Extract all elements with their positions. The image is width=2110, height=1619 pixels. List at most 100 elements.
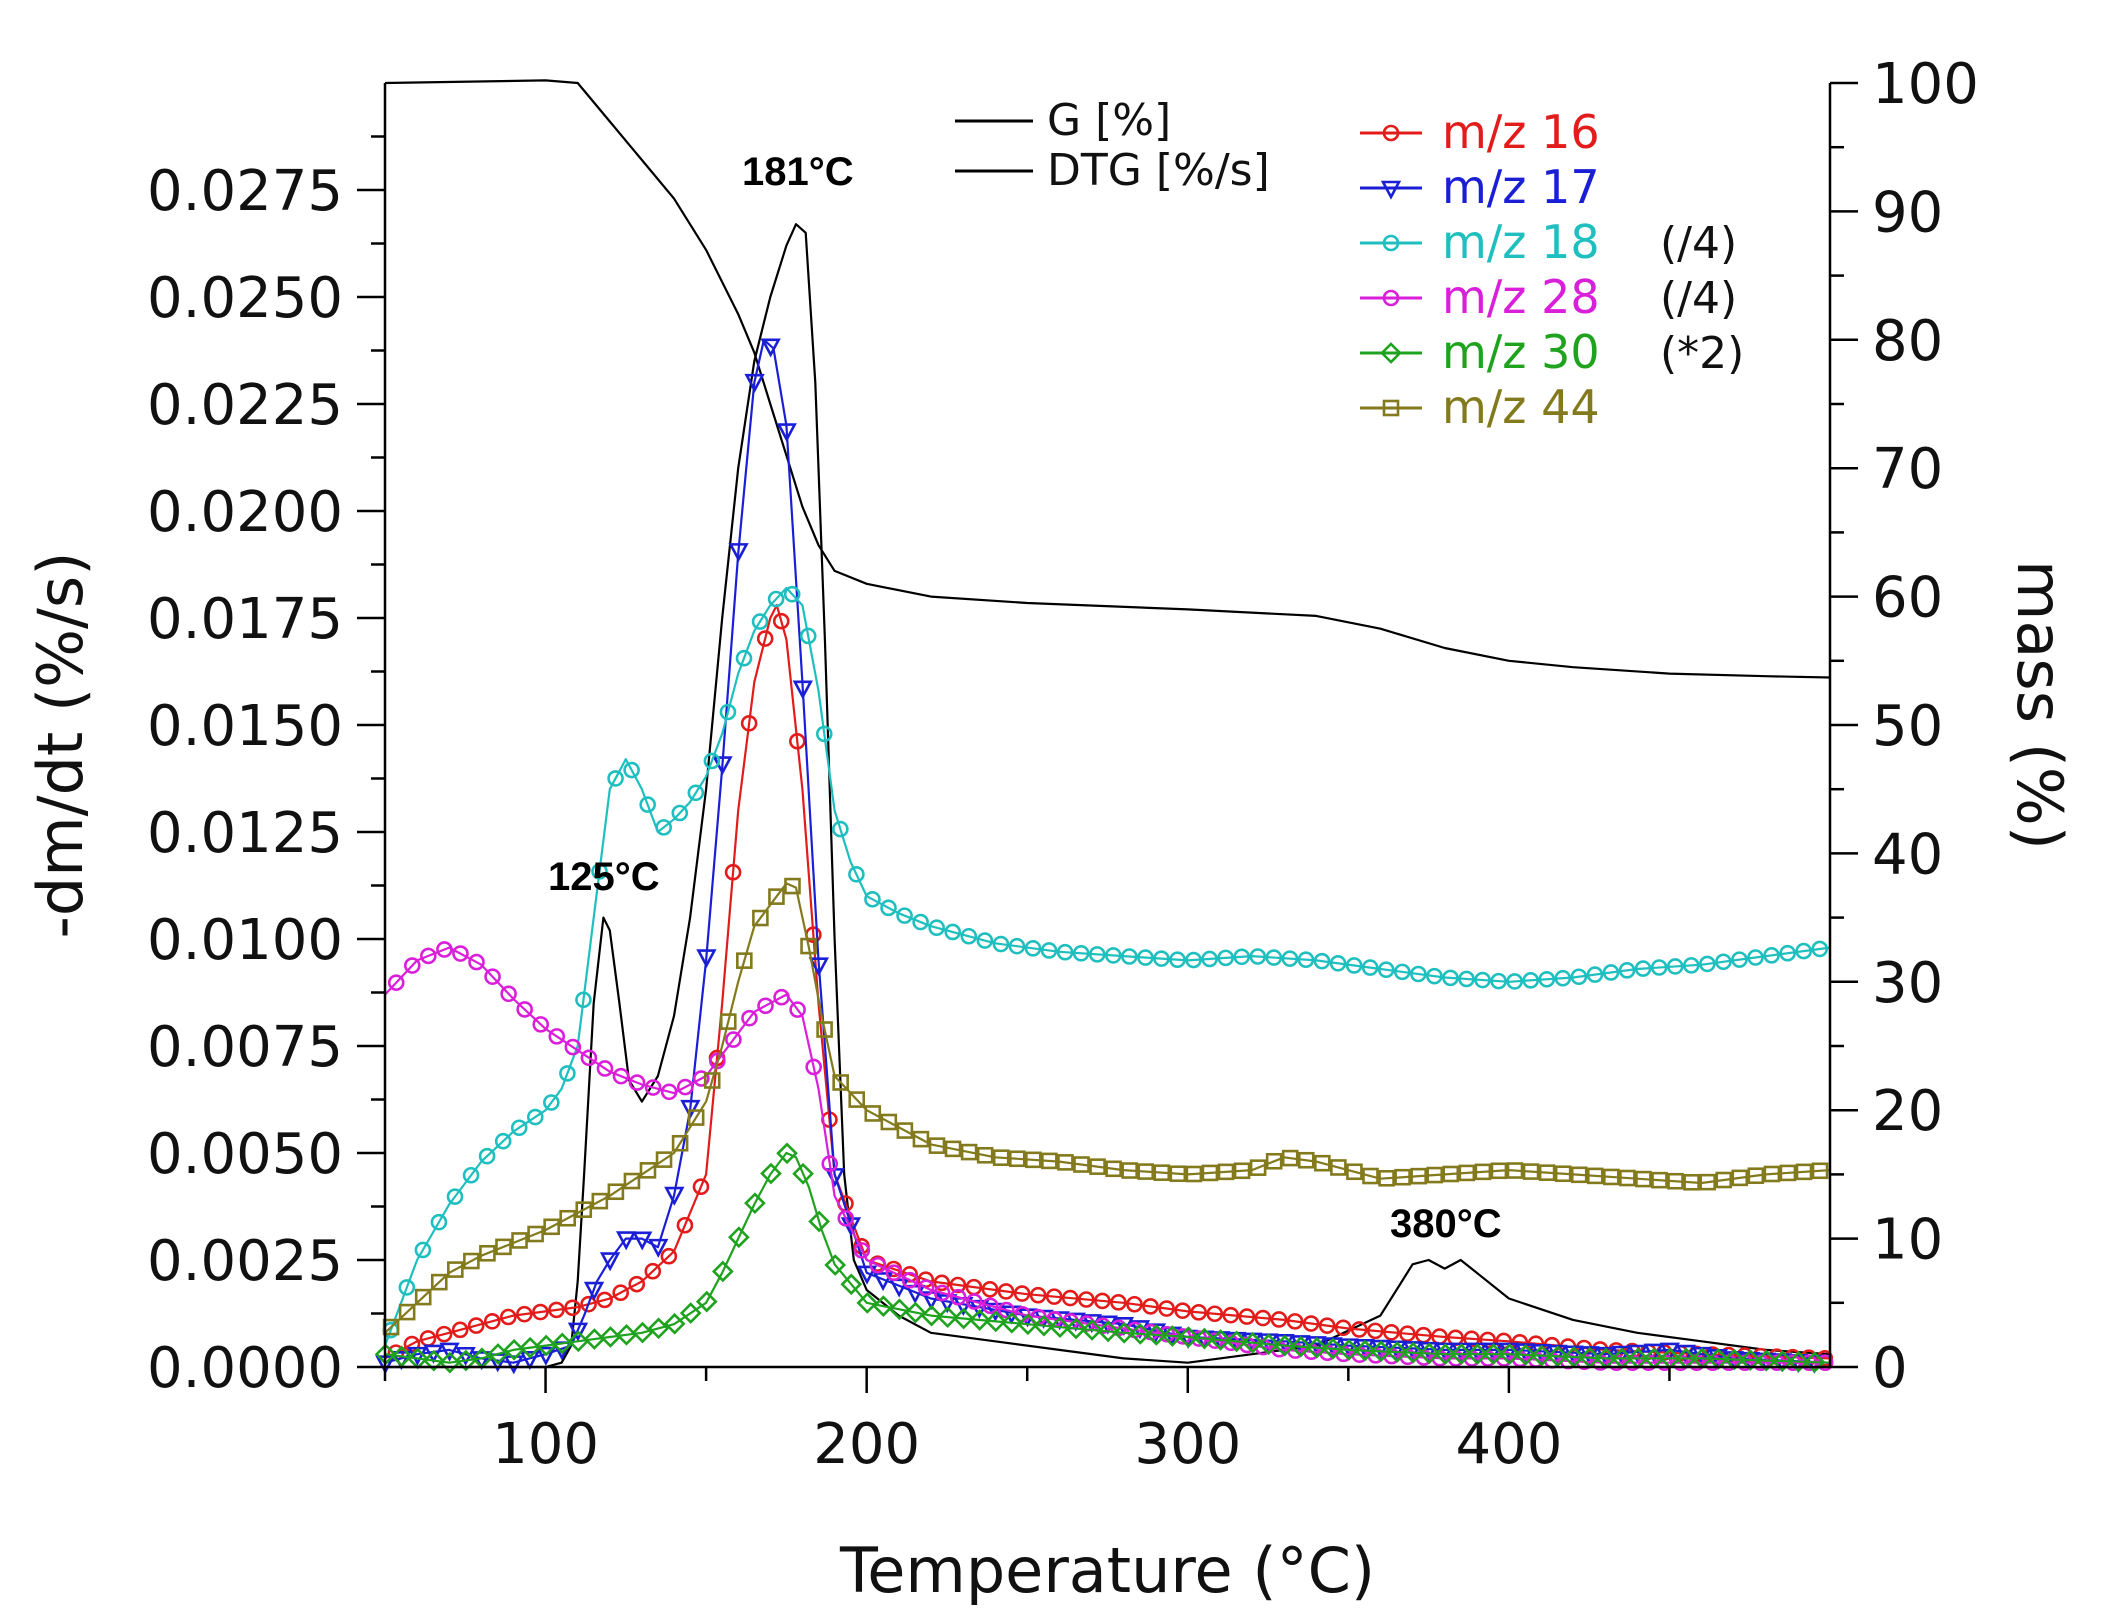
data-point-mz17 xyxy=(792,680,813,700)
data-point-mz28 xyxy=(596,1060,614,1077)
data-point-mz16 xyxy=(1174,1302,1191,1319)
data-point-mz44 xyxy=(1619,1169,1636,1187)
data-point-mz18 xyxy=(1650,959,1668,976)
data-point-mz30 xyxy=(824,1254,847,1276)
data-point-mz18 xyxy=(1682,957,1700,974)
y-left-tick-label: 0.0025 xyxy=(147,1229,343,1294)
data-point-mz30 xyxy=(1033,1314,1055,1337)
data-point-mz44 xyxy=(784,877,801,895)
legend-marker-mz16 xyxy=(1382,124,1400,142)
data-point-mz44 xyxy=(1265,1152,1283,1170)
data-point-mz18 xyxy=(832,820,849,838)
data-point-mz44 xyxy=(671,1134,689,1152)
data-point-mz44 xyxy=(992,1149,1010,1166)
data-point-mz44 xyxy=(1522,1163,1540,1180)
data-point-mz44 xyxy=(736,952,753,969)
data-point-mz17 xyxy=(872,1272,894,1292)
x-tick-label: 100 xyxy=(492,1412,599,1477)
data-point-mz17 xyxy=(696,949,717,969)
data-point-mz18 xyxy=(767,590,785,608)
legend-suffix-mz18: (/4) xyxy=(1660,218,1737,269)
data-point-mz30 xyxy=(1306,1336,1328,1359)
data-point-mz44 xyxy=(1249,1159,1267,1176)
data-point-mz44 xyxy=(1169,1165,1187,1183)
data-point-mz18 xyxy=(526,1108,544,1126)
data-point-mz16 xyxy=(564,1299,581,1317)
data-point-mz30 xyxy=(1466,1343,1489,1365)
data-point-mz28 xyxy=(773,988,790,1006)
data-point-mz16 xyxy=(1350,1321,1368,1338)
data-point-mz44 xyxy=(1506,1162,1524,1179)
data-point-mz30 xyxy=(1113,1321,1136,1344)
data-point-mz18 xyxy=(1233,948,1251,966)
data-point-mz44 xyxy=(1041,1152,1058,1170)
data-point-mz18 xyxy=(559,1065,576,1082)
data-point-mz44 xyxy=(559,1209,577,1227)
data-point-mz18 xyxy=(1634,960,1652,977)
data-point-mz16 xyxy=(1286,1313,1304,1330)
data-point-mz44 xyxy=(1715,1171,1733,1189)
data-point-mz44 xyxy=(1779,1164,1797,1182)
data-point-mz16 xyxy=(1254,1309,1272,1327)
data-point-mz18 xyxy=(1442,969,1459,987)
data-point-mz44 xyxy=(1346,1163,1363,1181)
data-point-mz18 xyxy=(864,890,881,908)
data-point-mz18 xyxy=(1345,957,1363,974)
legend-label-mz28: m/z 28 xyxy=(1442,270,1600,324)
data-point-mz30 xyxy=(631,1321,654,1344)
data-point-mz30 xyxy=(856,1292,879,1314)
data-point-mz44 xyxy=(1635,1170,1652,1188)
data-point-mz16 xyxy=(949,1276,967,1294)
data-point-mz30 xyxy=(792,1162,814,1185)
data-point-mz44 xyxy=(1554,1165,1572,1183)
data-point-mz28 xyxy=(757,997,774,1015)
data-point-mz28 xyxy=(676,1078,694,1096)
data-point-mz44 xyxy=(1410,1167,1427,1185)
data-point-mz30 xyxy=(1097,1320,1119,1343)
data-point-mz44 xyxy=(1121,1162,1138,1179)
data-point-mz18 xyxy=(1586,966,1604,983)
data-point-mz17 xyxy=(808,957,829,977)
peak-annotation: 380°C xyxy=(1390,1202,1502,1246)
data-point-mz28 xyxy=(933,1284,951,1302)
y-axis-left-label: -dm/dt (%/s) xyxy=(24,552,97,939)
data-point-mz16 xyxy=(756,630,774,647)
data-point-mz18 xyxy=(1056,943,1074,961)
data-point-mz28 xyxy=(516,1001,533,1018)
data-point-mz30 xyxy=(1530,1344,1553,1367)
data-point-mz30 xyxy=(422,1349,445,1372)
data-point-mz44 xyxy=(1378,1169,1395,1187)
data-point-mz44 xyxy=(848,1091,866,1108)
data-point-mz44 xyxy=(912,1130,930,1148)
data-point-mz28 xyxy=(917,1279,935,1297)
data-point-mz18 xyxy=(1297,951,1315,969)
series-mz18 xyxy=(382,585,1831,1346)
data-point-mz44 xyxy=(623,1172,641,1190)
data-point-mz16 xyxy=(532,1303,549,1321)
data-point-mz18 xyxy=(1329,955,1347,972)
data-point-mz18 xyxy=(1538,970,1556,988)
data-point-mz18 xyxy=(1393,963,1411,981)
data-point-mz30 xyxy=(968,1309,991,1331)
data-point-mz18 xyxy=(1506,973,1523,990)
data-point-mz16 xyxy=(676,1216,694,1234)
data-point-mz28 xyxy=(725,1031,742,1048)
data-point-mz30 xyxy=(1546,1345,1569,1368)
data-point-mz30 xyxy=(1225,1330,1248,1353)
data-point-mz44 xyxy=(768,888,785,905)
data-point-mz44 xyxy=(1330,1159,1347,1176)
data-point-mz28 xyxy=(500,985,517,1003)
data-point-mz30 xyxy=(1402,1341,1425,1364)
data-point-mz44 xyxy=(1426,1166,1444,1184)
data-point-mz16 xyxy=(628,1275,646,1293)
data-point-mz18 xyxy=(1747,949,1764,966)
data-point-mz18 xyxy=(430,1213,448,1231)
data-point-mz16 xyxy=(612,1284,629,1301)
series-mz17 xyxy=(375,338,1831,1375)
data-point-mz44 xyxy=(1008,1150,1026,1168)
data-point-mz30 xyxy=(551,1332,574,1355)
data-point-mz30 xyxy=(583,1328,606,1350)
data-point-mz28 xyxy=(837,1209,855,1227)
data-point-mz16 xyxy=(997,1283,1015,1300)
